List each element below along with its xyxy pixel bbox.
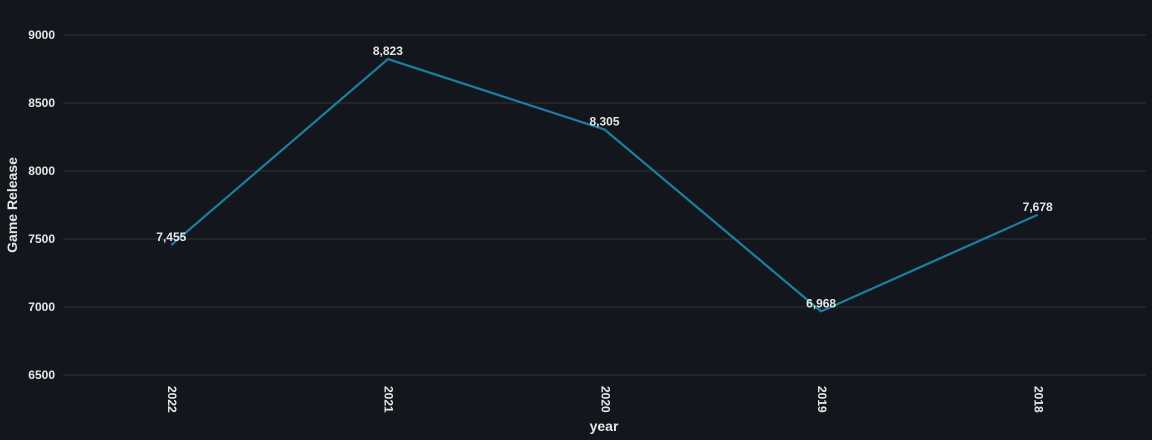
data-label: 8,305 (589, 115, 619, 129)
x-tick-label: 2018 (1032, 386, 1046, 413)
y-tick-label: 7000 (28, 300, 55, 314)
y-axis-ticks: 6500 7000 7500 8000 8500 9000 (28, 28, 55, 382)
x-tick-label: 2019 (815, 386, 829, 413)
gridlines (63, 34, 1146, 376)
series-line (170, 58, 1039, 313)
data-labels: 7,455 8,823 8,305 6,968 7,678 (156, 44, 1053, 310)
x-tick-label: 2022 (165, 386, 179, 413)
y-tick-label: 7500 (28, 232, 55, 246)
data-label: 7,455 (156, 230, 186, 244)
x-tick-label: 2020 (598, 386, 612, 413)
x-axis-ticks: 2022 2021 2020 2019 2018 (165, 386, 1045, 413)
x-tick-label: 2021 (382, 386, 396, 413)
data-label: 7,678 (1023, 200, 1053, 214)
x-axis-title: year (590, 418, 619, 434)
y-axis-title: Game Release (4, 157, 20, 253)
y-tick-label: 8000 (28, 164, 55, 178)
data-label: 6,968 (806, 296, 836, 310)
y-tick-label: 8500 (28, 96, 55, 110)
y-tick-label: 6500 (28, 368, 55, 382)
data-label: 8,823 (373, 44, 403, 58)
y-tick-label: 9000 (28, 28, 55, 42)
